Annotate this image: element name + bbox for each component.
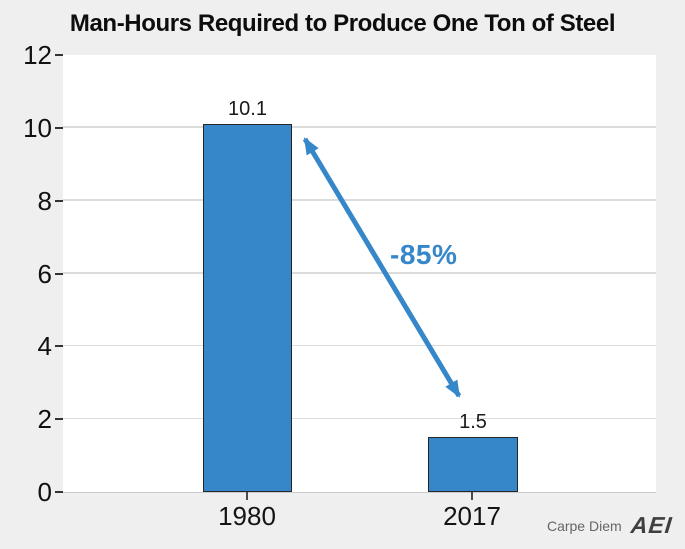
y-axis-tick-mark [55, 418, 63, 421]
chart-title: Man-Hours Required to Produce One Ton of… [69, 10, 616, 37]
bar-1980: 10.1 [203, 98, 292, 492]
y-axis-tick-label: 8 [37, 185, 52, 216]
y-axis: 0 2 4 6 8 10 12 [0, 41, 52, 506]
plot-area: 10.1 1.5 -85% [63, 55, 656, 493]
x-axis-label-1980: 1980 [218, 501, 276, 531]
y-axis-tick-mark [55, 491, 63, 493]
y-axis-tick-label: 4 [37, 331, 52, 362]
x-axis: 1980 2017 [63, 492, 656, 549]
bar-2017: 1.5 [428, 411, 518, 492]
y-axis-tick-marks [55, 54, 63, 493]
y-axis-tick-label: 6 [37, 258, 52, 289]
aei-logo: AEI [629, 512, 674, 538]
carpe-diem-credit: Carpe Diem [546, 517, 622, 534]
gridline [63, 417, 656, 420]
y-axis-tick-label: 12 [23, 40, 52, 70]
y-axis-tick-mark [55, 126, 63, 129]
y-axis-tick-mark [55, 345, 63, 348]
x-axis-tick-mark-1980 [246, 492, 248, 500]
y-axis-tick-label: 2 [37, 404, 52, 435]
x-axis-tick-mark-2017 [471, 492, 473, 500]
bar-value-label-2017: 1.5 [459, 411, 487, 434]
y-axis-tick-mark [55, 199, 63, 202]
y-axis-tick-mark [55, 54, 63, 56]
gridline [63, 126, 656, 128]
y-axis-tick-mark [55, 272, 63, 275]
y-axis-tick-label: 0 [37, 477, 52, 507]
bar-value-label-1980: 10.1 [228, 98, 267, 121]
attribution: Carpe Diem AEI [546, 512, 674, 538]
y-axis-tick-label: 10 [23, 112, 52, 143]
x-axis-label-2017: 2017 [443, 501, 501, 531]
percent-change-label: -85% [390, 239, 458, 270]
decline-arrow-icon [302, 137, 462, 398]
